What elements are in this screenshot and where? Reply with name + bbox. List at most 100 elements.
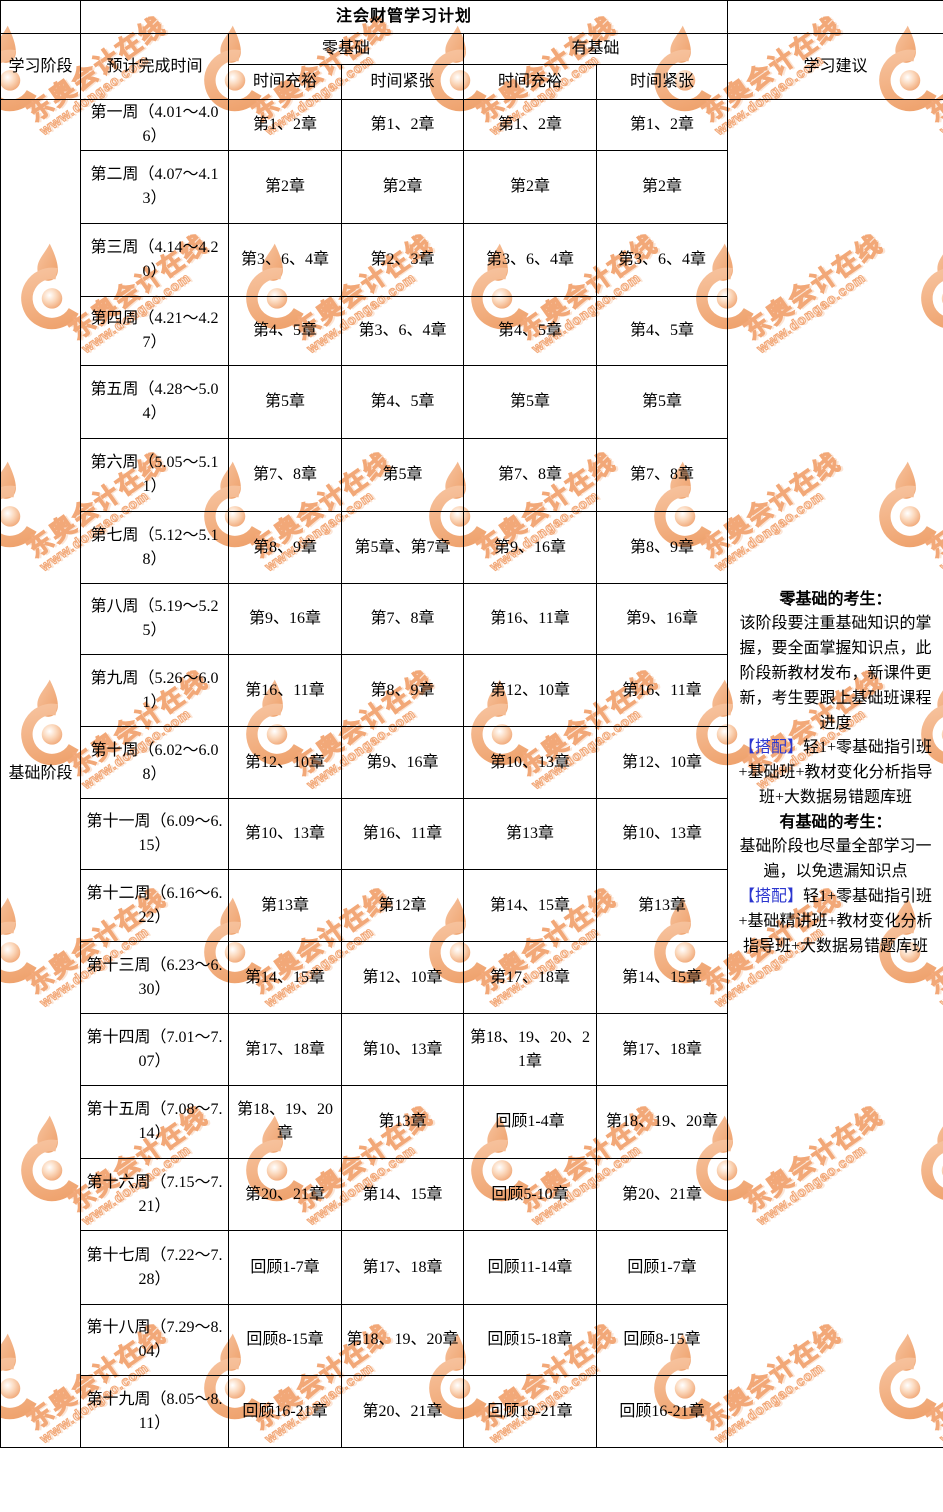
zero-match-label: 【搭配】 xyxy=(739,739,803,756)
zero-basis-body: 该阶段要注重基础知识的掌握，要全面掌握知识点，此阶段新教材发布，新课件更新，考生… xyxy=(740,615,932,731)
header-zero-basis: 零基础 xyxy=(229,34,464,65)
chapter-cell: 第4、5章 xyxy=(597,297,728,366)
week-cell: 第二周（4.07～4.13） xyxy=(81,151,229,224)
header-ample-with: 时间充裕 xyxy=(464,65,597,100)
header-row-groups: 学习阶段 预计完成时间 零基础 有基础 学习建议 xyxy=(1,34,943,65)
with-basis-heading: 有基础的考生： xyxy=(780,814,892,831)
chapter-cell: 第10、13章 xyxy=(464,727,597,799)
chapter-cell: 第5章 xyxy=(464,366,597,439)
chapter-cell: 第12、10章 xyxy=(229,727,342,799)
week-cell: 第九周（5.26～6.01） xyxy=(81,655,229,727)
chapter-cell: 第1、2章 xyxy=(597,100,728,151)
chapter-cell: 第9、16章 xyxy=(597,584,728,655)
header-stage: 学习阶段 xyxy=(1,34,81,100)
chapter-cell: 第10、13章 xyxy=(342,1014,464,1086)
chapter-cell: 第16、11章 xyxy=(229,655,342,727)
study-plan-table: 注会财管学习计划 学习阶段 预计完成时间 零基础 有基础 学习建议 时间充裕 时… xyxy=(0,0,943,1448)
week-cell: 第十三周（6.23～6.30） xyxy=(81,942,229,1014)
chapter-cell: 第18、19、20章 xyxy=(597,1086,728,1159)
chapter-cell: 回顾5-10章 xyxy=(464,1159,597,1231)
chapter-cell: 第14、15章 xyxy=(464,870,597,942)
header-tight-with: 时间紧张 xyxy=(597,65,728,100)
chapter-cell: 第2章 xyxy=(464,151,597,224)
chapter-cell: 第12、10章 xyxy=(464,655,597,727)
chapter-cell: 第4、5章 xyxy=(229,297,342,366)
week-cell: 第一周（4.01～4.06） xyxy=(81,100,229,151)
chapter-cell: 第20、21章 xyxy=(597,1159,728,1231)
corner-cell-right xyxy=(728,1,943,34)
week-cell: 第十二周（6.16～6.22） xyxy=(81,870,229,942)
chapter-cell: 第13章 xyxy=(464,799,597,870)
chapter-cell: 第9、16章 xyxy=(342,727,464,799)
chapter-cell: 第7、8章 xyxy=(464,439,597,512)
chapter-cell: 第18、19、20章 xyxy=(229,1086,342,1159)
chapter-cell: 第14、15章 xyxy=(342,1159,464,1231)
chapter-cell: 第3、6、4章 xyxy=(229,224,342,297)
title-row: 注会财管学习计划 xyxy=(1,1,943,34)
week-cell: 第十四周（7.01～7.07） xyxy=(81,1014,229,1086)
zero-basis-heading: 零基础的考生： xyxy=(780,591,892,608)
chapter-cell: 第4、5章 xyxy=(342,366,464,439)
study-suggestion-text: 零基础的考生： 该阶段要注重基础知识的掌握，要全面掌握知识点，此阶段新教材发布，… xyxy=(732,588,939,960)
chapter-cell: 第20、21章 xyxy=(229,1159,342,1231)
chapter-cell: 第5章 xyxy=(229,366,342,439)
week-cell: 第十七周（7.22～7.28） xyxy=(81,1231,229,1305)
corner-cell-left xyxy=(1,1,81,34)
chapter-cell: 第2章 xyxy=(229,151,342,224)
chapter-cell: 回顾16-21章 xyxy=(597,1376,728,1448)
chapter-cell: 回顾15-18章 xyxy=(464,1305,597,1376)
chapter-cell: 第7、8章 xyxy=(342,584,464,655)
chapter-cell: 第8、9章 xyxy=(342,655,464,727)
header-tight-zero: 时间紧张 xyxy=(342,65,464,100)
chapter-cell: 第10、13章 xyxy=(229,799,342,870)
chapter-cell: 第10、13章 xyxy=(597,799,728,870)
week-cell: 第十五周（7.08～7.14） xyxy=(81,1086,229,1159)
chapter-cell: 第14、15章 xyxy=(597,942,728,1014)
chapter-cell: 第13章 xyxy=(342,1086,464,1159)
chapter-cell: 第1、2章 xyxy=(342,100,464,151)
header-suggestion: 学习建议 xyxy=(728,34,943,100)
chapter-cell: 第9、16章 xyxy=(229,584,342,655)
chapter-cell: 第16、11章 xyxy=(342,799,464,870)
header-ample-zero: 时间充裕 xyxy=(229,65,342,100)
chapter-cell: 第18、19、20章 xyxy=(342,1305,464,1376)
chapter-cell: 回顾8-15章 xyxy=(229,1305,342,1376)
with-match-label: 【搭配】 xyxy=(739,888,803,905)
chapter-cell: 回顾19-21章 xyxy=(464,1376,597,1448)
chapter-cell: 第1、2章 xyxy=(229,100,342,151)
week-cell: 第七周（5.12～5.18） xyxy=(81,512,229,584)
chapter-cell: 第16、11章 xyxy=(597,655,728,727)
stage-cell: 基础阶段 xyxy=(1,100,81,1448)
chapter-cell: 第13章 xyxy=(229,870,342,942)
chapter-cell: 第20、21章 xyxy=(342,1376,464,1448)
week-cell: 第三周（4.14～4.20） xyxy=(81,224,229,297)
chapter-cell: 第17、18章 xyxy=(229,1014,342,1086)
chapter-cell: 第2章 xyxy=(597,151,728,224)
chapter-cell: 回顾8-15章 xyxy=(597,1305,728,1376)
chapter-cell: 第7、8章 xyxy=(597,439,728,512)
week-cell: 第十九周（8.05～8.11） xyxy=(81,1376,229,1448)
chapter-cell: 第12、10章 xyxy=(597,727,728,799)
chapter-cell: 第12章 xyxy=(342,870,464,942)
page-title: 注会财管学习计划 xyxy=(81,1,728,34)
chapter-cell: 第5章、第7章 xyxy=(342,512,464,584)
week-cell: 第十一周（6.09～6.15） xyxy=(81,799,229,870)
chapter-cell: 第18、19、20、21章 xyxy=(464,1014,597,1086)
chapter-cell: 第8、9章 xyxy=(597,512,728,584)
week-cell: 第五周（4.28～5.04） xyxy=(81,366,229,439)
chapter-cell: 第17、18章 xyxy=(464,942,597,1014)
study-plan-document: { "title": "注会财管学习计划", "headers": { "sta… xyxy=(0,0,943,1444)
chapter-cell: 回顾16-21章 xyxy=(229,1376,342,1448)
suggestion-cell: 零基础的考生： 该阶段要注重基础知识的掌握，要全面掌握知识点，此阶段新教材发布，… xyxy=(728,100,943,1448)
chapter-cell: 第8、9章 xyxy=(229,512,342,584)
chapter-cell: 第5章 xyxy=(342,439,464,512)
week-cell: 第十八周（7.29～8.04） xyxy=(81,1305,229,1376)
chapter-cell: 第3、6、4章 xyxy=(464,224,597,297)
chapter-cell: 第2章 xyxy=(342,151,464,224)
chapter-cell: 第3、6、4章 xyxy=(597,224,728,297)
week-cell: 第十周（6.02～6.08） xyxy=(81,727,229,799)
week-cell: 第六周（5.05～5.11） xyxy=(81,439,229,512)
chapter-cell: 第5章 xyxy=(597,366,728,439)
header-with-basis: 有基础 xyxy=(464,34,728,65)
chapter-cell: 第2、3章 xyxy=(342,224,464,297)
